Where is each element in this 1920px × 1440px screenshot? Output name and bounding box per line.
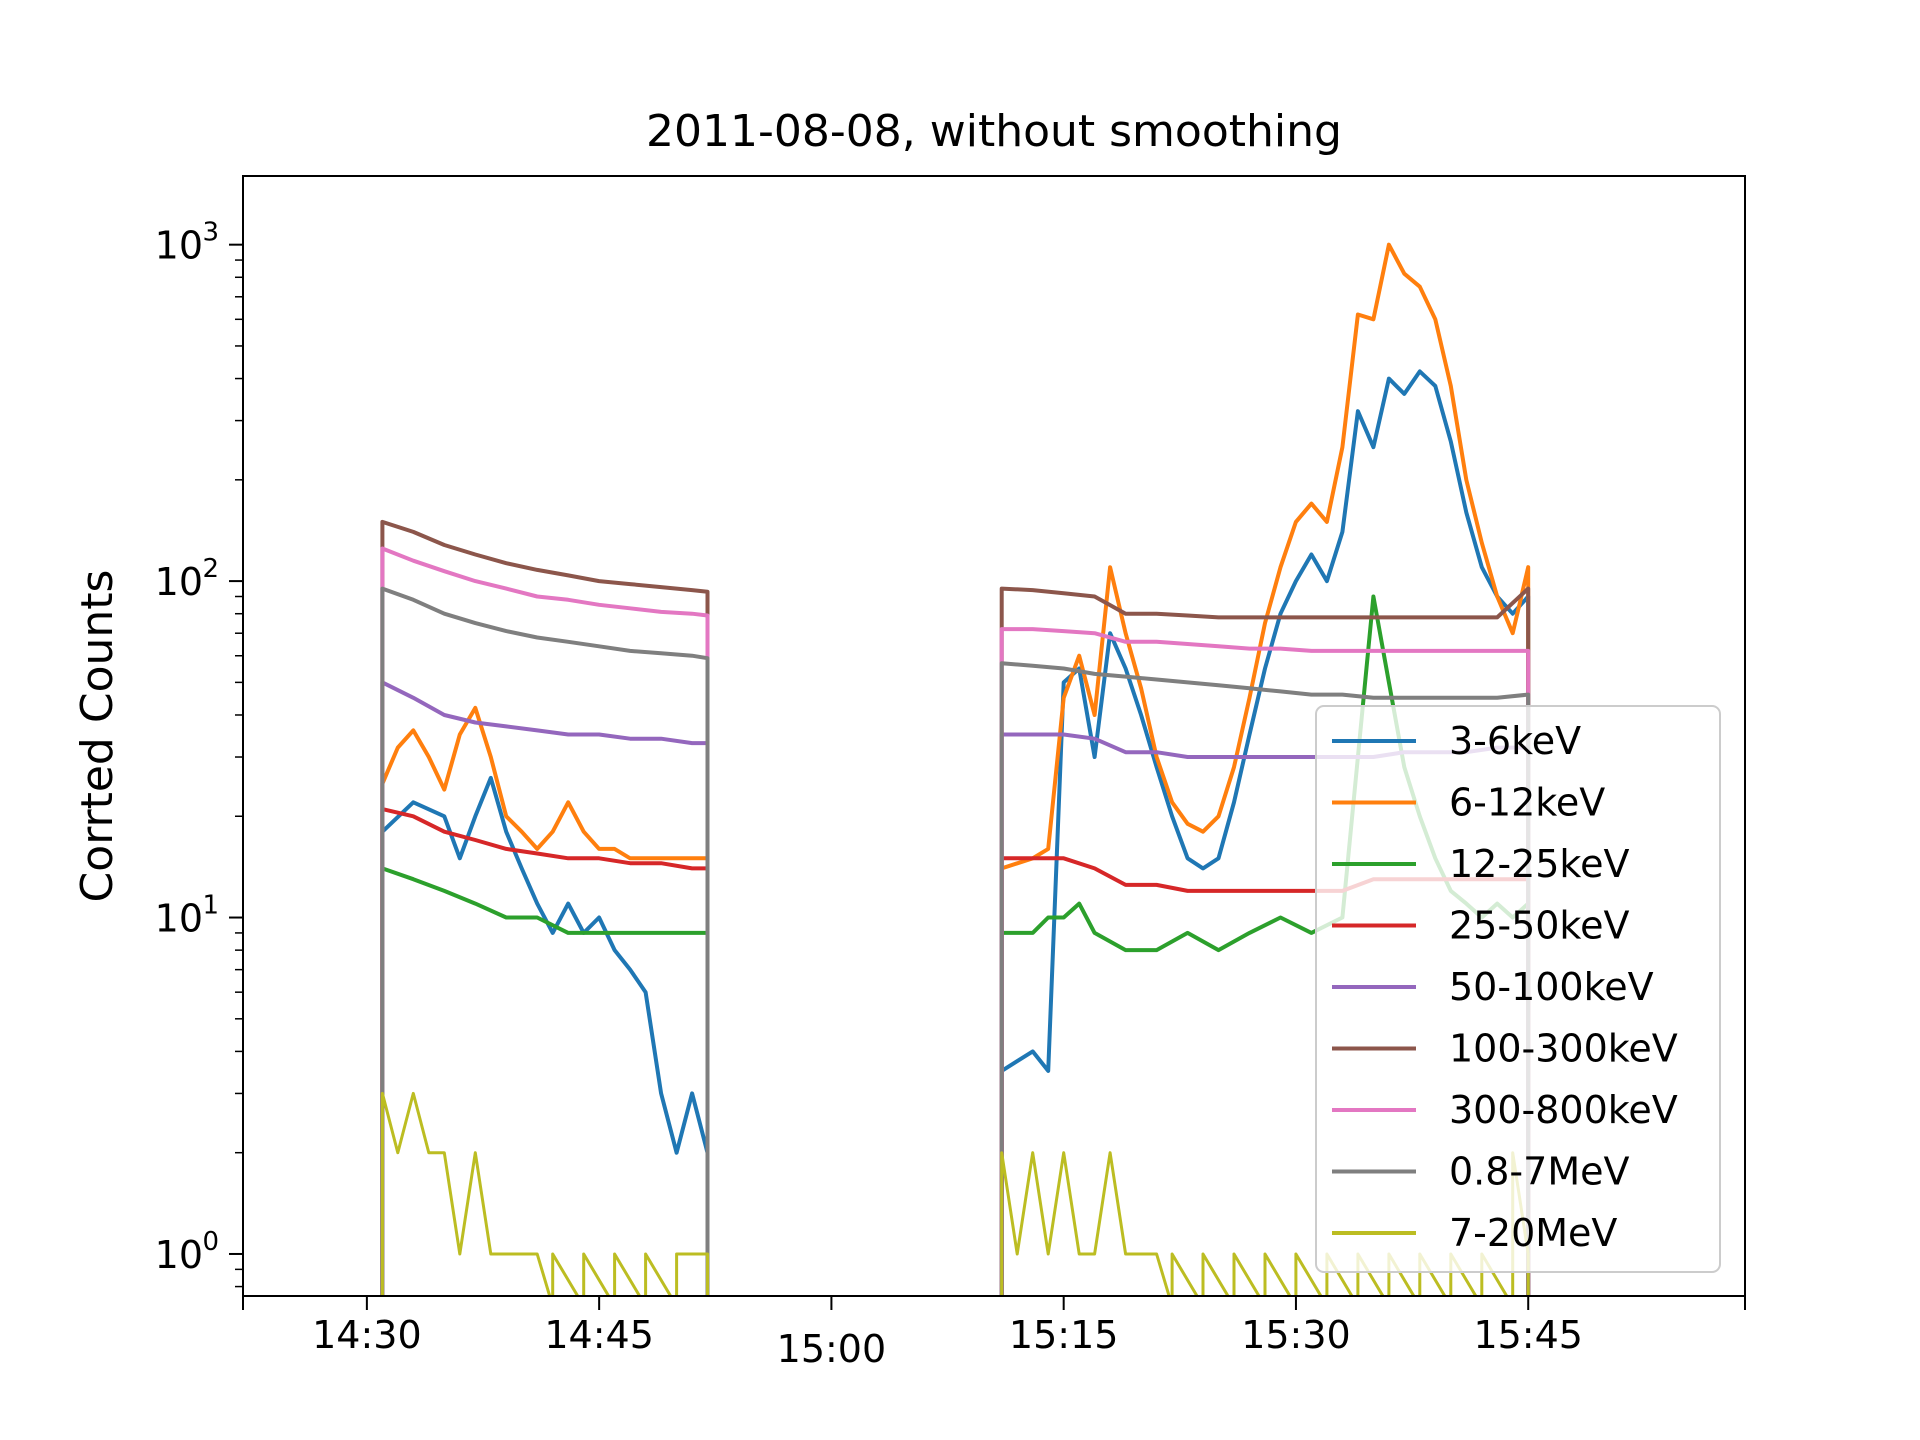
legend-label-7-20MeV: 7-20MeV <box>1449 1211 1617 1255</box>
y-tick-label-100: 10 <box>155 560 203 604</box>
series-line-300-800keV-segment-1 <box>380 546 710 1296</box>
series-line-0.8-7MeV-segment-2 <box>999 661 1531 1296</box>
legend-label-12-25keV: 12-25keV <box>1449 842 1629 886</box>
y-tick-label-1: 10 <box>155 1233 203 1277</box>
series-100-300keV <box>380 519 1531 1296</box>
legend-label-50-100keV: 50-100keV <box>1449 965 1654 1009</box>
series-line-6-12keV-segment-2 <box>999 242 1531 1296</box>
legend-label-0.8-7MeV: 0.8-7MeV <box>1449 1150 1629 1194</box>
legend-label-25-50keV: 25-50keV <box>1449 904 1629 948</box>
series-line-0.8-7MeV-segment-1 <box>380 586 710 1296</box>
series-6-12keV <box>380 242 1531 1296</box>
y-axis-label: Corrted Counts <box>72 570 123 903</box>
series-line-3-6keV-segment-1 <box>380 775 710 1296</box>
y-tick-exponent-100: 2 <box>202 554 219 584</box>
series-line-50-100keV-segment-1 <box>380 680 710 1296</box>
series-line-12-25keV-segment-1 <box>380 866 710 1296</box>
x-tick-label-14:30: 14:30 <box>312 1313 422 1357</box>
series-300-800keV <box>380 546 1531 1296</box>
legend-label-100-300keV: 100-300keV <box>1449 1027 1678 1071</box>
x-tick-label-15:45: 15:45 <box>1473 1313 1583 1357</box>
series-line-3-6keV-segment-2 <box>999 369 1531 1296</box>
x-tick-label-15:15: 15:15 <box>1009 1313 1119 1357</box>
series-line-7-20MeV-segment-1 <box>380 1091 709 1296</box>
series-line-25-50keV-segment-1 <box>380 807 710 1296</box>
series-line-100-300keV-segment-1 <box>380 519 710 1296</box>
series-0.8-7MeV <box>380 586 1531 1296</box>
y-tick-label-10: 10 <box>155 897 203 941</box>
series-3-6keV <box>380 369 1531 1296</box>
series-line-6-12keV-segment-1 <box>380 705 710 1296</box>
y-tick-label-1000: 10 <box>155 224 203 268</box>
x-axis: 14:30 14:45 15:00 15:15 15:30 15:45 <box>242 1296 1746 1371</box>
x-tick-label-15:00: 15:00 <box>777 1327 887 1371</box>
y-tick-exponent-10: 1 <box>202 891 219 921</box>
legend-label-3-6keV: 3-6keV <box>1449 719 1581 763</box>
x-tick-label-14:45: 14:45 <box>544 1313 654 1357</box>
legend-label-6-12keV: 6-12keV <box>1449 781 1605 825</box>
x-tick-label-15:30: 15:30 <box>1241 1313 1351 1357</box>
legend-label-300-800keV: 300-800keV <box>1449 1088 1678 1132</box>
legend-box <box>1315 705 1721 1273</box>
legend: 3-6keV 6-12keV 12-25keV 25-50keV 50-100keV 10… <box>1315 705 1721 1273</box>
plot-frame <box>242 175 1746 1297</box>
chart-title: 2011-08-08, without smoothing <box>646 106 1342 157</box>
y-tick-exponent-1: 0 <box>202 1227 219 1257</box>
y-tick-exponent-1000: 3 <box>202 218 219 248</box>
series-line-300-800keV-segment-2 <box>999 627 1531 1296</box>
series-line-100-300keV-segment-2 <box>999 586 1531 1296</box>
